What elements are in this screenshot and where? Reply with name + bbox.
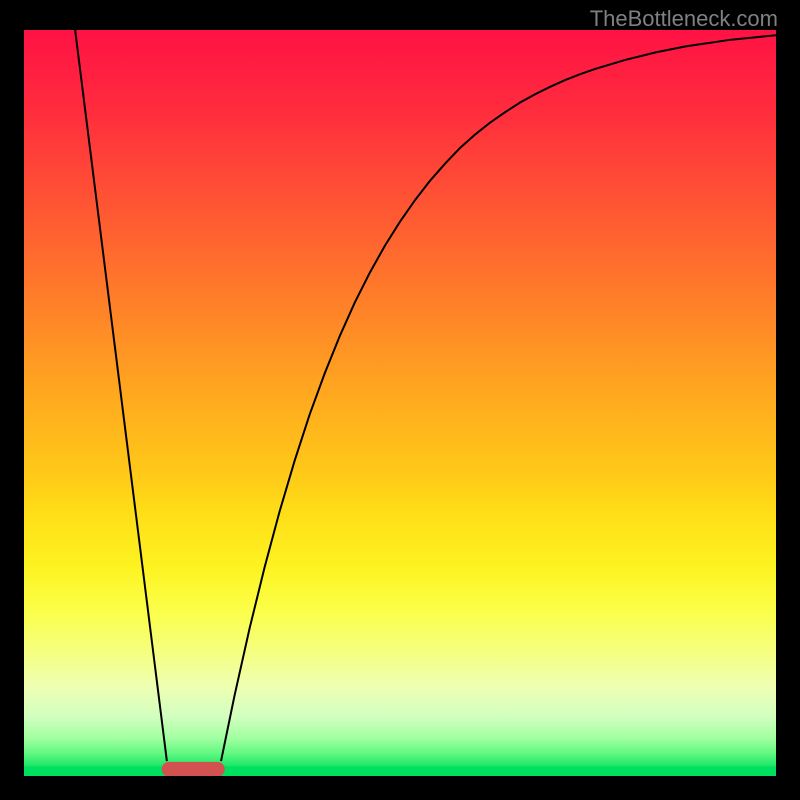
gradient-background — [24, 30, 776, 776]
valley-marker — [162, 762, 225, 776]
chart-container: TheBottleneck.com — [0, 0, 800, 800]
bottom-band — [24, 766, 776, 776]
watermark-text: TheBottleneck.com — [590, 6, 778, 32]
plot-area — [24, 30, 776, 776]
chart-svg — [24, 30, 776, 776]
